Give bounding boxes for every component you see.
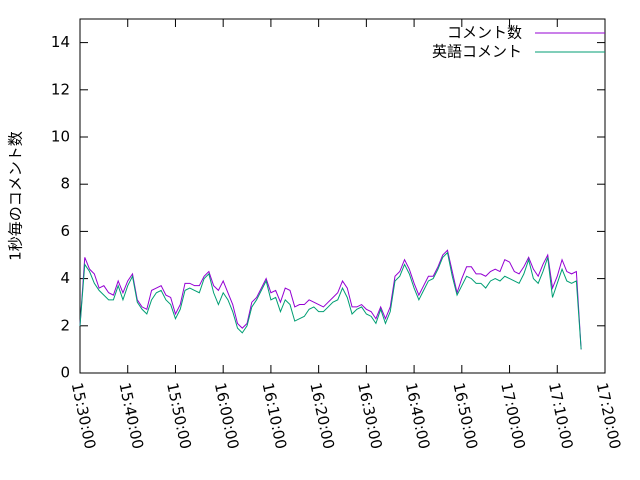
y-tick-label: 2 [60,316,70,334]
series-line [79,249,582,350]
x-tick-label: 16:10:00 [259,381,291,451]
y-tick-label: 0 [60,364,70,382]
y-tick-label: 10 [51,128,70,146]
x-tick-label: 17:20:00 [593,381,625,451]
x-tick-label: 15:50:00 [163,381,195,451]
y-axis-label: 1秒毎のコメント数 [7,131,25,261]
x-tick-label: 16:00:00 [211,381,243,451]
series-line [79,251,582,350]
legend-label: 英語コメント [432,43,522,61]
x-tick-label: 15:40:00 [115,381,147,451]
x-tick-label: 17:00:00 [497,381,529,451]
legend-label: コメント数 [447,24,522,42]
plot-border [79,18,606,374]
x-tick-label: 16:50:00 [450,381,482,451]
y-tick-label: 8 [60,175,70,193]
y-tick-label: 6 [60,222,70,240]
x-tick-label: 16:20:00 [306,381,338,451]
x-tick-label: 15:30:00 [68,381,100,451]
y-tick-label: 14 [51,33,70,51]
y-tick-label: 12 [51,80,70,98]
x-tick-label: 17:10:00 [545,381,577,451]
x-tick-label: 16:30:00 [354,381,386,451]
y-tick-label: 4 [60,269,70,287]
x-tick-label: 16:40:00 [402,381,434,451]
